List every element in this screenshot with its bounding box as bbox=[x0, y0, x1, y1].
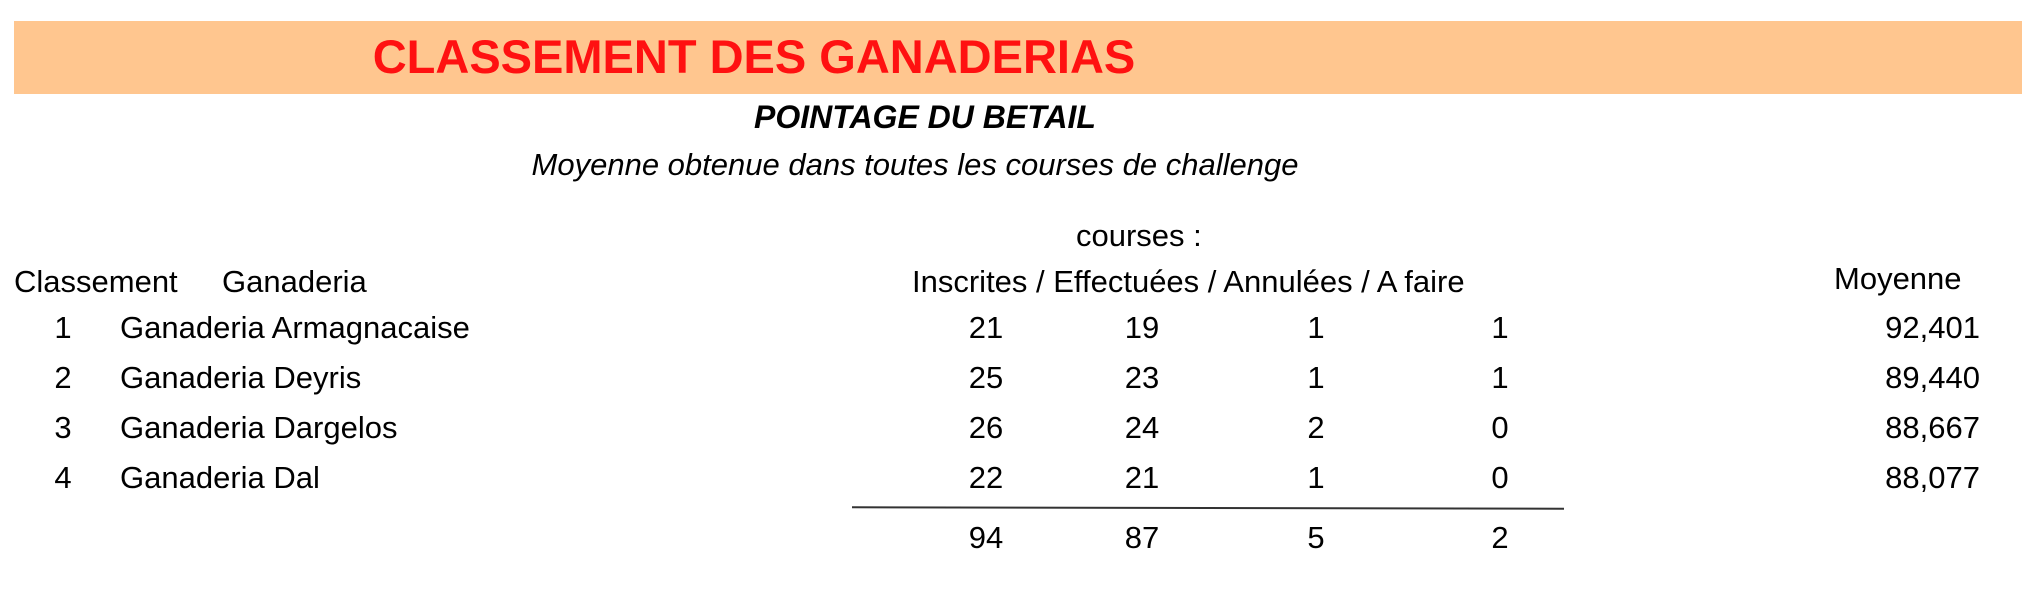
totals-divider bbox=[851, 506, 1565, 510]
column-header-ganaderia: Ganaderia bbox=[222, 264, 367, 299]
effectuees-cell: 23 bbox=[1124, 360, 1160, 395]
inscrites-cell: 26 bbox=[968, 410, 1004, 445]
a-faire-cell: 0 bbox=[1491, 460, 1509, 495]
inscrites-cell: 21 bbox=[968, 310, 1004, 345]
inscrites-cell: 22 bbox=[968, 460, 1004, 495]
page-description: Moyenne obtenue dans toutes les courses … bbox=[531, 147, 1299, 182]
annulees-cell: 1 bbox=[1307, 310, 1325, 345]
rank-cell: 3 bbox=[54, 410, 72, 445]
rank-cell: 2 bbox=[54, 360, 72, 395]
table-row: 3 Ganaderia Dargelos 26 24 2 0 88,667 bbox=[0, 410, 2036, 450]
annulees-cell: 1 bbox=[1307, 460, 1325, 495]
title-banner: CLASSEMENT DES GANADERIAS bbox=[14, 21, 2022, 94]
ganaderia-name-cell: Ganaderia Dal bbox=[120, 460, 320, 495]
courses-group-label: courses : bbox=[1076, 218, 1202, 253]
annulees-cell: 2 bbox=[1307, 410, 1325, 445]
ganaderia-name-cell: Ganaderia Deyris bbox=[120, 360, 362, 395]
a-faire-cell: 0 bbox=[1491, 410, 1509, 445]
effectuees-cell: 21 bbox=[1124, 460, 1160, 495]
column-header-counts: Inscrites / Effectuées / Annulées / A fa… bbox=[912, 264, 1465, 299]
ganaderia-name-cell: Ganaderia Armagnacaise bbox=[120, 310, 470, 345]
total-a-faire: 2 bbox=[1491, 520, 1509, 555]
totals-row: 94 87 5 2 bbox=[0, 520, 2036, 560]
a-faire-cell: 1 bbox=[1491, 310, 1509, 345]
table-row: 1 Ganaderia Armagnacaise 21 19 1 1 92,40… bbox=[0, 310, 2036, 350]
moyenne-cell: 89,440 bbox=[1885, 360, 1980, 395]
total-effectuees: 87 bbox=[1124, 520, 1160, 555]
rank-cell: 1 bbox=[54, 310, 72, 345]
annulees-cell: 1 bbox=[1307, 360, 1325, 395]
table-row: 2 Ganaderia Deyris 25 23 1 1 89,440 bbox=[0, 360, 2036, 400]
column-header-classement: Classement bbox=[14, 264, 178, 299]
ganaderia-name-cell: Ganaderia Dargelos bbox=[120, 410, 398, 445]
inscrites-cell: 25 bbox=[968, 360, 1004, 395]
effectuees-cell: 19 bbox=[1124, 310, 1160, 345]
rank-cell: 4 bbox=[54, 460, 72, 495]
page-subtitle: POINTAGE DU BETAIL bbox=[754, 99, 1096, 135]
effectuees-cell: 24 bbox=[1124, 410, 1160, 445]
total-annulees: 5 bbox=[1307, 520, 1325, 555]
total-inscrites: 94 bbox=[968, 520, 1004, 555]
moyenne-cell: 88,667 bbox=[1885, 410, 1980, 445]
moyenne-cell: 88,077 bbox=[1885, 460, 1980, 495]
moyenne-cell: 92,401 bbox=[1885, 310, 1980, 345]
column-header-moyenne: Moyenne bbox=[1834, 261, 1962, 296]
page-title: CLASSEMENT DES GANADERIAS bbox=[372, 30, 1136, 83]
table-row: 4 Ganaderia Dal 22 21 1 0 88,077 bbox=[0, 460, 2036, 500]
a-faire-cell: 1 bbox=[1491, 360, 1509, 395]
